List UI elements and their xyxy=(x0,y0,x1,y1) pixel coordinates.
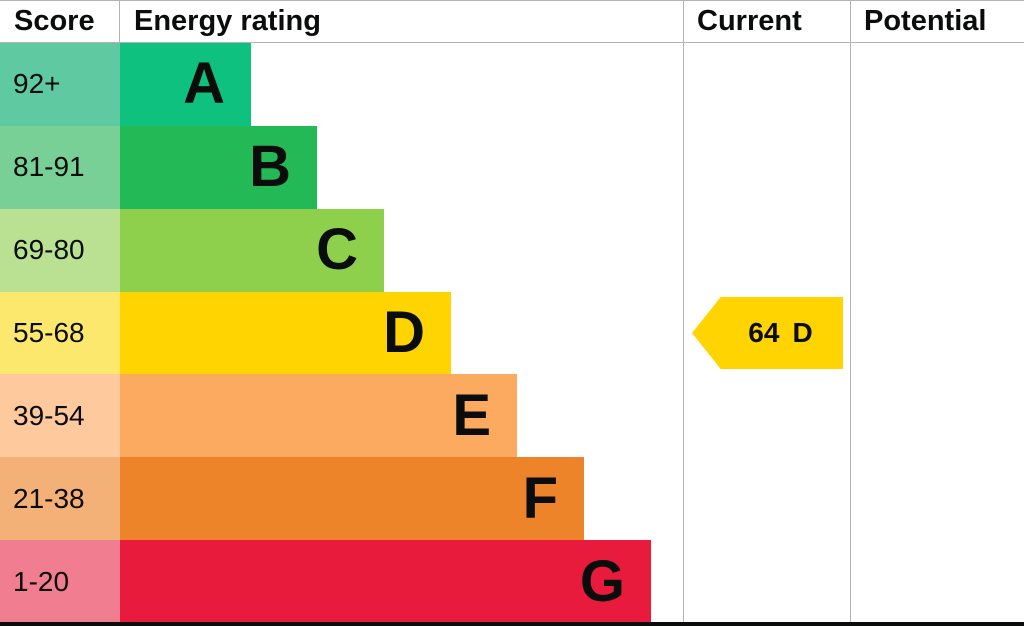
band-row-b: 81-91 B xyxy=(0,125,1024,209)
band-bar-a: A xyxy=(120,43,251,126)
current-rating-arrow: 64 D xyxy=(692,297,843,369)
band-letter-b: B xyxy=(249,134,291,200)
band-bar-g: G xyxy=(120,540,651,624)
score-range-a: 92+ xyxy=(0,43,120,126)
score-range-e: 39-54 xyxy=(0,374,120,458)
band-row-a: 92+ A xyxy=(0,43,1024,126)
header-potential: Potential xyxy=(864,5,987,37)
current-score-value: 64 xyxy=(748,317,780,348)
band-row-f: 21-38 F xyxy=(0,457,1024,541)
band-letter-a: A xyxy=(183,51,225,117)
score-range-g: 1-20 xyxy=(0,540,120,624)
band-row-g: 1-20 G xyxy=(0,540,1024,624)
column-divider-potential xyxy=(850,1,851,622)
band-row-e: 39-54 E xyxy=(0,374,1024,458)
current-rating-letter: D xyxy=(792,317,813,348)
band-row-c: 69-80 C xyxy=(0,208,1024,292)
score-range-c: 69-80 xyxy=(0,208,120,292)
band-bar-b: B xyxy=(120,125,317,209)
band-letter-e: E xyxy=(452,382,491,448)
header-current: Current xyxy=(697,5,802,37)
header-energy-rating: Energy rating xyxy=(134,5,321,37)
band-bar-e: E xyxy=(120,374,517,458)
band-bar-c: C xyxy=(120,208,384,292)
band-bar-d: D xyxy=(120,291,451,375)
band-letter-c: C xyxy=(316,217,358,283)
header-score: Score xyxy=(0,1,120,42)
score-range-b: 81-91 xyxy=(0,125,120,209)
score-range-d: 55-68 xyxy=(0,291,120,375)
band-letter-d: D xyxy=(383,300,425,365)
band-rows: 92+ A 81-91 B 69-80 C 55-68 D 39-54 E 21-38 F 1-20 G xyxy=(0,43,1024,624)
band-letter-f: F xyxy=(522,465,558,531)
score-range-f: 21-38 xyxy=(0,457,120,541)
column-divider-current xyxy=(683,1,684,622)
band-bar-f: F xyxy=(120,457,584,541)
band-row-d: 55-68 D xyxy=(0,291,1024,375)
bottom-border xyxy=(0,622,1024,626)
header-row: Score Energy rating Current Potential xyxy=(0,1,1024,43)
band-letter-g: G xyxy=(579,548,625,614)
